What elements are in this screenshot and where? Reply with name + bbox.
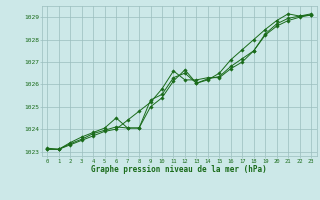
X-axis label: Graphe pression niveau de la mer (hPa): Graphe pression niveau de la mer (hPa) bbox=[91, 165, 267, 174]
